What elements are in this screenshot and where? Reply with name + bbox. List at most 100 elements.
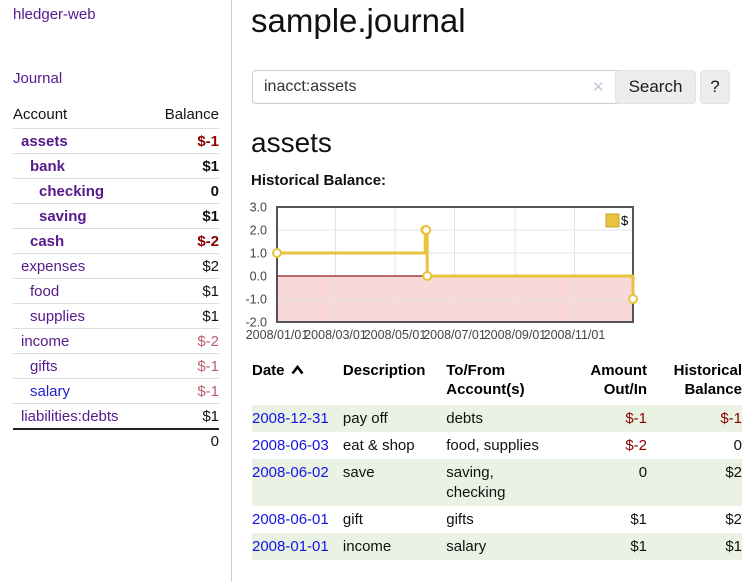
page-title: sample.journal bbox=[251, 2, 466, 39]
account-row: checking 0 bbox=[13, 178, 219, 204]
transaction-amount: 0 bbox=[568, 459, 648, 506]
accounts-table-body: assets $-1 bank $1 checking 0 saving $1 cash $-2 e… bbox=[13, 128, 219, 452]
account-row: income $-2 bbox=[13, 328, 219, 354]
data-point-marker bbox=[421, 225, 432, 235]
search-input[interactable] bbox=[252, 70, 639, 104]
transaction-amount: $-2 bbox=[625, 437, 648, 454]
account-balance: $-2 bbox=[149, 228, 219, 254]
transaction-accounts: debts bbox=[446, 405, 569, 432]
accounts-table-header: Account Balance bbox=[13, 106, 219, 129]
account-link[interactable]: expenses bbox=[21, 257, 86, 275]
search-button[interactable]: Search bbox=[615, 70, 696, 104]
account-balance: $2 bbox=[149, 253, 219, 279]
sidebar-divider bbox=[231, 0, 232, 582]
transaction-description: income bbox=[342, 533, 447, 560]
accounts-header-account: Account bbox=[13, 106, 68, 123]
account-link[interactable]: gifts bbox=[30, 357, 58, 375]
x-tick-label: 2008/09/01 bbox=[484, 328, 547, 342]
account-link[interactable]: supplies bbox=[30, 307, 86, 325]
y-tick-label: -1.0 bbox=[245, 293, 267, 307]
transaction-accounts: salary bbox=[446, 533, 569, 560]
legend-swatch bbox=[605, 213, 620, 228]
account-link[interactable]: salary bbox=[30, 382, 71, 400]
transaction-description: eat & shop bbox=[342, 437, 415, 454]
transaction-accounts: food, supplies bbox=[446, 437, 539, 454]
account-balance: $1 bbox=[149, 303, 219, 329]
x-tick-label: 2008/11/01 bbox=[544, 328, 606, 342]
x-tick-label: 2008/07/01 bbox=[423, 328, 486, 342]
data-point-marker bbox=[628, 294, 638, 304]
account-row: salary $-1 bbox=[13, 378, 219, 404]
search-help-button[interactable]: ? bbox=[700, 70, 730, 104]
transaction-balance: $2 bbox=[725, 511, 742, 528]
transaction-amount: $-1 bbox=[568, 405, 648, 432]
sort-asc-icon bbox=[290, 362, 304, 381]
y-tick-label: 1.0 bbox=[250, 247, 267, 261]
account-row: saving $1 bbox=[13, 203, 219, 229]
y-tick-label: 3.0 bbox=[250, 201, 267, 215]
register-header-amount: Amount Out/In bbox=[590, 362, 648, 398]
transaction-balance: $2 bbox=[647, 459, 742, 506]
transaction-date-link[interactable]: 2008-01-01 bbox=[252, 538, 329, 555]
account-balance: $1 bbox=[149, 153, 219, 179]
transaction-date-link[interactable]: 2008-06-03 bbox=[252, 437, 329, 454]
data-point-marker bbox=[272, 248, 282, 258]
x-tick-label: 2008/05/01 bbox=[364, 328, 427, 342]
account-link[interactable]: liabilities:debts bbox=[21, 407, 119, 425]
app-title-link[interactable]: hledger-web bbox=[13, 6, 96, 23]
account-row: supplies $1 bbox=[13, 303, 219, 329]
account-row: expenses $2 bbox=[13, 253, 219, 279]
transaction-date-link[interactable]: 2008-06-02 bbox=[252, 464, 329, 481]
account-link[interactable]: income bbox=[21, 332, 70, 350]
x-tick-label: 2008/03/01 bbox=[304, 328, 367, 342]
transaction-date-link[interactable]: 2008-12-31 bbox=[252, 410, 329, 427]
accounts-total-value: 0 bbox=[149, 428, 219, 452]
account-row: gifts $-1 bbox=[13, 353, 219, 379]
register-header-description: Description bbox=[342, 362, 426, 379]
y-tick-label: 0.0 bbox=[250, 270, 267, 284]
transaction-balance: $1 bbox=[647, 533, 742, 560]
account-balance: $-1 bbox=[149, 353, 219, 379]
account-balance: $1 bbox=[149, 403, 219, 429]
account-row: food $1 bbox=[13, 278, 219, 304]
transaction-balance: $-1 bbox=[647, 405, 742, 432]
account-link[interactable]: food bbox=[30, 282, 60, 300]
register-table-header: Date Description To/From Account(s) Amou… bbox=[252, 361, 742, 405]
account-link[interactable]: checking bbox=[39, 182, 105, 200]
account-link[interactable]: saving bbox=[39, 207, 87, 225]
clear-search-icon[interactable]: ✕ bbox=[592, 79, 605, 96]
register-header-balance: Historical Balance bbox=[673, 362, 742, 398]
account-row: cash $-2 bbox=[13, 228, 219, 254]
transaction-amount: $1 bbox=[630, 511, 648, 528]
transaction-row: 2008-06-02 save saving, checking 0 $2 bbox=[252, 459, 742, 506]
chart-heading: Historical Balance: bbox=[251, 172, 387, 189]
account-row: liabilities:debts $1 bbox=[13, 403, 219, 429]
transaction-accounts: saving, checking bbox=[446, 459, 569, 506]
transaction-row: 2008-12-31 pay off debts $-1 $-1 bbox=[252, 405, 742, 432]
transaction-description: save bbox=[342, 459, 447, 506]
account-row: assets $-1 bbox=[13, 128, 219, 154]
account-balance: $-2 bbox=[149, 328, 219, 354]
account-heading: assets bbox=[251, 127, 332, 158]
account-balance: $-1 bbox=[149, 128, 219, 154]
register-header-date[interactable]: Date bbox=[252, 361, 343, 405]
register-header-date-label: Date bbox=[252, 362, 285, 379]
transaction-balance: 0 bbox=[733, 437, 742, 454]
sidebar: hledger-web Journal Account Balance asse… bbox=[0, 0, 231, 582]
accounts-table: Account Balance assets $-1 bank $1 checking 0… bbox=[13, 106, 219, 452]
account-link[interactable]: bank bbox=[30, 157, 66, 175]
historical-balance-chart[interactable]: 3.0 2.0 1.0 0.0 -1.0 -2.02008/01/012008/03/01… bbox=[228, 200, 648, 350]
account-link[interactable]: cash bbox=[30, 232, 65, 250]
data-point-marker bbox=[422, 271, 433, 281]
transaction-description: gift bbox=[342, 511, 363, 528]
account-balance: $-1 bbox=[149, 378, 219, 404]
account-link[interactable]: assets bbox=[21, 132, 68, 150]
register-table: Date Description To/From Account(s) Amou… bbox=[252, 361, 742, 560]
account-balance: 0 bbox=[149, 178, 219, 204]
transaction-accounts: gifts bbox=[446, 511, 474, 528]
accounts-header-balance: Balance bbox=[164, 106, 219, 123]
account-balance: $1 bbox=[149, 203, 219, 229]
register-table-body: 2008-12-31 pay off debts $-1 $-1 2008-06-03 ea… bbox=[252, 405, 742, 560]
sidebar-item-journal[interactable]: Journal bbox=[13, 70, 63, 87]
transaction-date-link[interactable]: 2008-06-01 bbox=[252, 511, 329, 528]
